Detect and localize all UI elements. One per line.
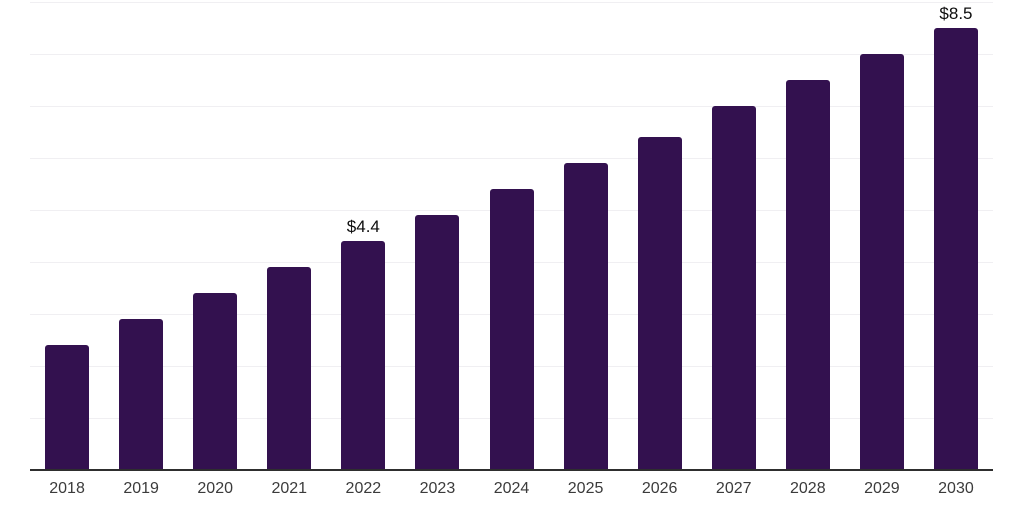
bar-2027	[711, 106, 756, 470]
gridline	[30, 106, 993, 107]
bar-2029	[859, 54, 904, 470]
x-tick-label-2026: 2026	[641, 480, 678, 497]
gridline	[30, 158, 993, 159]
x-tick-label-2023: 2023	[419, 480, 456, 497]
x-tick-label-2021: 2021	[271, 480, 308, 497]
x-tick-label-2027: 2027	[715, 480, 752, 497]
plot-area: $4.4 $8.5	[30, 2, 993, 471]
x-tick-label-2018: 2018	[49, 480, 85, 497]
bar-value-label-2030: $8.5	[939, 4, 973, 23]
bar-2023	[415, 215, 460, 470]
x-tick-label-2029: 2029	[864, 480, 900, 497]
bar-2028	[785, 80, 830, 470]
x-tick-label-2022: 2022	[345, 480, 382, 497]
gridline	[30, 54, 993, 55]
bar-value-label-2022: $4.4	[346, 217, 380, 237]
bar-2025	[563, 163, 608, 470]
x-tick-label-2030: 2030	[938, 480, 974, 497]
x-tick-label-2025: 2025	[567, 480, 604, 497]
bar-2030	[933, 28, 978, 470]
bar-2022	[341, 241, 386, 470]
gridline	[30, 2, 993, 3]
bar-2020	[193, 293, 238, 470]
bar-2021	[267, 267, 312, 470]
x-axis-line	[30, 469, 993, 471]
x-tick-label-2020: 2020	[197, 480, 233, 497]
bar-2024	[489, 189, 534, 470]
bar-2018	[45, 345, 90, 470]
bar-2026	[637, 137, 682, 470]
bar-2019	[119, 319, 164, 470]
x-axis-labels: 2018 2019 2020 2021 2022 2023 2024 2025 2026 2027…	[30, 479, 993, 503]
x-tick-label-2028: 2028	[790, 480, 826, 497]
x-tick-label-2024: 2024	[493, 480, 530, 497]
x-tick-label-2019: 2019	[123, 480, 159, 497]
